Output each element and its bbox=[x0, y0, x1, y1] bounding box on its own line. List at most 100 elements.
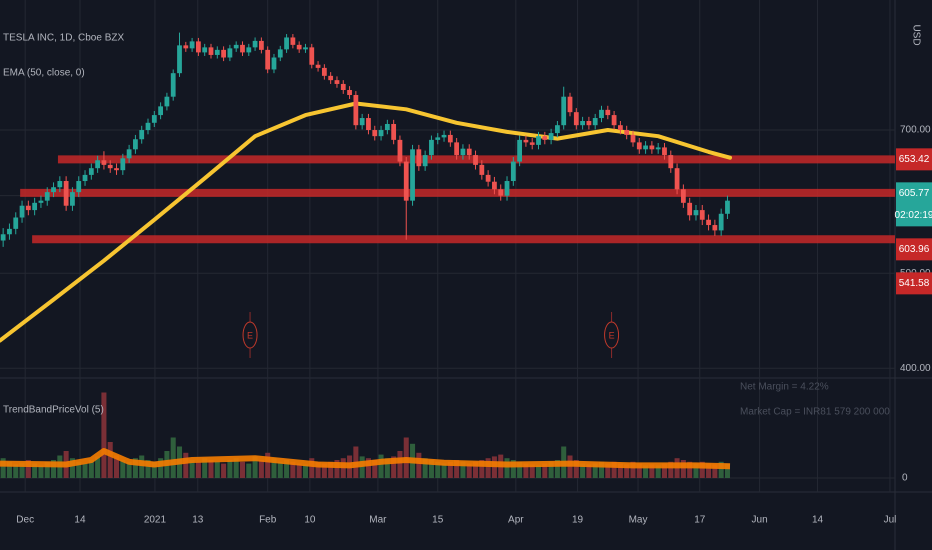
candle-body bbox=[397, 139, 403, 162]
candle-body bbox=[523, 139, 529, 143]
candle-body bbox=[19, 205, 25, 218]
volume-bar bbox=[542, 463, 548, 478]
candle-body bbox=[668, 155, 674, 169]
candle-body bbox=[460, 148, 466, 156]
volume-bar bbox=[611, 461, 617, 478]
volume-bar bbox=[139, 455, 145, 478]
volume-bar bbox=[284, 460, 290, 478]
candle-body bbox=[662, 147, 667, 156]
volume-bar bbox=[51, 460, 57, 478]
volume-bar bbox=[246, 463, 252, 478]
volume-bar bbox=[252, 456, 258, 478]
volume-bar bbox=[479, 460, 485, 478]
x-tick-label: Feb bbox=[259, 515, 277, 526]
candle-body bbox=[221, 49, 226, 58]
volume-bar bbox=[151, 461, 157, 478]
price-label-box bbox=[896, 272, 932, 295]
y-tick-label: 400.00 bbox=[900, 363, 931, 374]
candle-body bbox=[70, 192, 75, 206]
volume-bar bbox=[359, 456, 365, 478]
volume-bar bbox=[69, 458, 75, 478]
price-label-box bbox=[896, 148, 932, 171]
volume-bar bbox=[82, 463, 88, 478]
volume-bar bbox=[649, 464, 655, 478]
candle-body bbox=[151, 115, 157, 123]
candle-body bbox=[680, 189, 686, 203]
candle-body bbox=[120, 158, 126, 171]
volume-bar bbox=[668, 461, 674, 478]
candle-body bbox=[107, 164, 113, 169]
candle-body bbox=[561, 96, 567, 126]
candle-body bbox=[693, 210, 699, 216]
candle-body bbox=[567, 96, 573, 113]
price-label-box bbox=[896, 182, 932, 227]
volume-bar bbox=[643, 465, 649, 478]
volume-bar bbox=[706, 463, 712, 478]
candle-body bbox=[233, 44, 239, 49]
candle-body bbox=[586, 121, 592, 126]
candle-body bbox=[170, 73, 176, 97]
candle-body bbox=[529, 142, 535, 145]
x-tick-label: Jun bbox=[752, 515, 768, 526]
candle-body bbox=[674, 168, 680, 190]
candle-body bbox=[410, 149, 415, 201]
volume-bar bbox=[132, 458, 138, 478]
candle-body bbox=[347, 90, 352, 96]
volume-bar bbox=[510, 460, 516, 478]
volume-bar bbox=[290, 461, 296, 478]
candle-body bbox=[303, 47, 308, 50]
x-tick-label: 2021 bbox=[144, 515, 167, 526]
x-tick-label: Mar bbox=[369, 515, 387, 526]
volume-bar bbox=[334, 460, 340, 478]
candle-body bbox=[655, 147, 661, 150]
volume-bar bbox=[378, 454, 384, 478]
candle-body bbox=[95, 160, 101, 169]
x-tick-label: 14 bbox=[74, 515, 86, 526]
volume-bar bbox=[391, 456, 397, 478]
candle-body bbox=[466, 148, 472, 156]
earnings-label: E bbox=[247, 330, 253, 340]
x-tick-label: 17 bbox=[694, 515, 706, 526]
candle-body bbox=[611, 115, 617, 126]
countdown-label: 02:02:19 bbox=[895, 210, 932, 221]
volume-bar bbox=[624, 464, 630, 478]
candle-body bbox=[403, 161, 409, 201]
candle-body bbox=[548, 133, 554, 140]
candle-body bbox=[63, 181, 69, 206]
candle-body bbox=[290, 37, 296, 45]
candle-body bbox=[485, 174, 491, 182]
candle-body bbox=[145, 122, 151, 131]
candle-body bbox=[32, 202, 38, 211]
volume-bar bbox=[107, 442, 113, 478]
candle-body bbox=[712, 225, 718, 231]
volume-bar bbox=[554, 460, 560, 478]
price-label-box bbox=[896, 238, 932, 261]
candle-body bbox=[82, 174, 88, 182]
volume-bar bbox=[183, 452, 189, 478]
volume-bar bbox=[548, 461, 554, 478]
volume-bar bbox=[145, 460, 151, 478]
candle-body bbox=[7, 228, 12, 235]
volume-bar bbox=[680, 460, 686, 478]
volume-bar bbox=[687, 461, 693, 478]
volume-bar bbox=[126, 461, 132, 478]
candle-body bbox=[599, 109, 604, 119]
note: Net Margin = 4.22% bbox=[740, 382, 829, 393]
candle-body bbox=[555, 125, 560, 134]
volume-bar bbox=[416, 452, 422, 478]
volume-bar bbox=[473, 461, 479, 478]
candle-body bbox=[422, 155, 428, 167]
candle-body bbox=[57, 181, 63, 188]
candle-body bbox=[366, 118, 371, 131]
candle-body bbox=[114, 168, 119, 171]
volume-bar bbox=[44, 461, 50, 478]
candle-body bbox=[517, 139, 523, 162]
candle-body bbox=[189, 41, 195, 49]
earnings-label: E bbox=[609, 330, 615, 340]
candle-body bbox=[196, 41, 201, 53]
volume-bar bbox=[120, 460, 126, 478]
volume-bar bbox=[195, 461, 201, 478]
labels-layer: Dec 14 2021 13 Feb 10 Mar 15 Apr 19 May 17 Jun 14 Jul 4… bbox=[16, 125, 932, 526]
